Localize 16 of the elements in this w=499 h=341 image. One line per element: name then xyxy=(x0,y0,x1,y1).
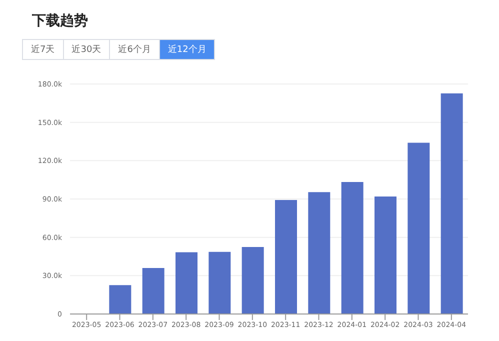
bar xyxy=(142,268,164,314)
bar xyxy=(341,182,364,314)
chart-title: 下载趋势 xyxy=(32,12,88,30)
text: 近30天 xyxy=(62,39,110,60)
bar xyxy=(109,285,132,314)
bar xyxy=(275,200,297,314)
bar xyxy=(374,196,396,314)
bar xyxy=(440,93,463,314)
bar xyxy=(176,252,198,314)
bar xyxy=(242,247,264,314)
text: 近12个月 xyxy=(158,39,216,60)
bar xyxy=(408,142,430,314)
bar xyxy=(208,252,231,314)
bar xyxy=(308,192,330,314)
text: 近7天 xyxy=(22,39,64,60)
text: 近6个月 xyxy=(109,39,160,60)
